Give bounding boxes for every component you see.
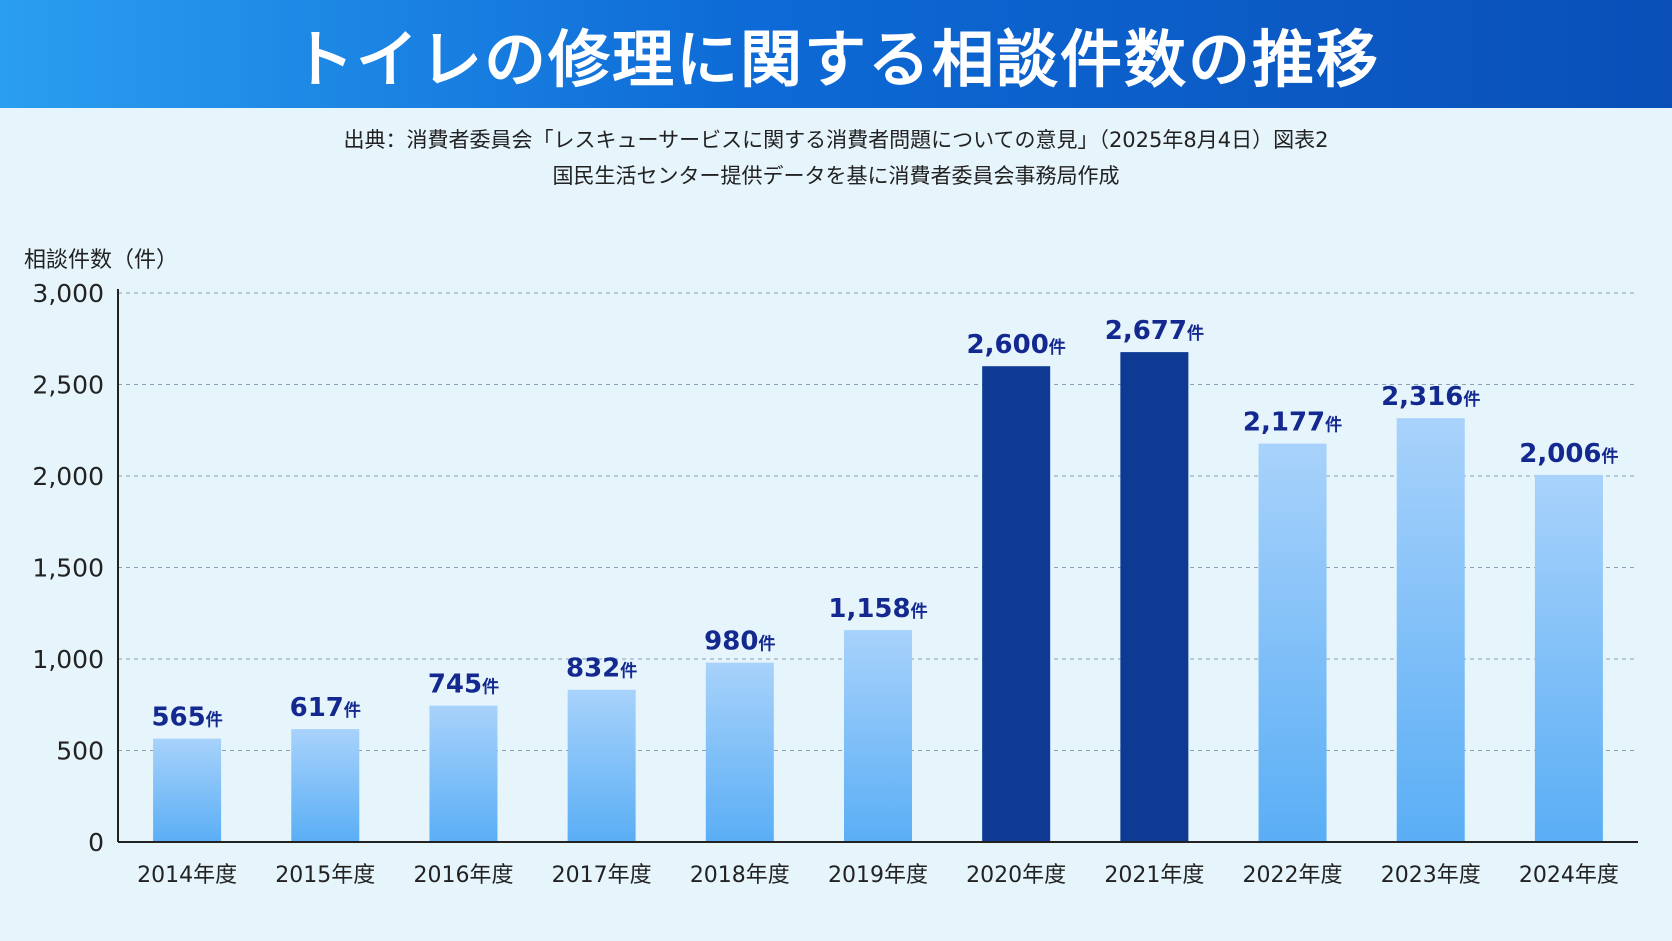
data-label: 2,677件 (1105, 316, 1204, 346)
axes (117, 289, 1638, 843)
bar (291, 729, 360, 842)
data-label: 832件 (566, 654, 637, 684)
bar (1120, 352, 1189, 842)
y-tick-label: 500 (56, 737, 104, 766)
x-tick-label: 2024年度 (1519, 863, 1619, 888)
data-label: 1,158件 (828, 594, 927, 624)
data-label: 2,600件 (967, 330, 1066, 360)
x-tick-label: 2022年度 (1243, 863, 1343, 888)
bar (429, 705, 498, 842)
x-tick-label: 2023年度 (1381, 863, 1481, 888)
source-line-2: 国民生活センター提供データを基に消費者委員会事務局作成 (552, 164, 1120, 188)
data-labels: 565件 617件 745件 832件 980件 1,158件 2,600件 2,677件 2,… (151, 316, 1618, 732)
y-tick-label: 1,500 (32, 554, 104, 583)
y-tick-label: 3,000 (32, 279, 104, 308)
bar (153, 738, 222, 842)
source-line-1: 出典：消費者委員会「レスキューサービスに関する消費者問題についての意見」（202… (343, 128, 1329, 152)
x-tick-label: 2019年度 (828, 863, 928, 888)
y-tick-label: 2,500 (32, 371, 104, 400)
x-tick-label: 2016年度 (413, 863, 513, 888)
bar (1534, 474, 1603, 842)
title-bar: トイレの修理に関する相談件数の推移 (0, 0, 1672, 108)
data-label: 745件 (428, 670, 499, 700)
y-axis-title: 相談件数（件） (24, 248, 179, 273)
y-tick-label: 1,000 (32, 645, 104, 674)
bars (153, 352, 1603, 842)
chart-title: トイレの修理に関する相談件数の推移 (291, 23, 1380, 96)
data-label: 980件 (704, 627, 775, 657)
data-label: 565件 (151, 703, 222, 733)
y-tick-label: 2,000 (32, 462, 104, 491)
data-label: 2,316件 (1381, 382, 1480, 412)
x-tick-label: 2021年度 (1104, 863, 1204, 888)
x-tick-label: 2020年度 (966, 863, 1066, 888)
bar (567, 689, 636, 842)
x-tick-label: 2015年度 (275, 863, 375, 888)
x-tick-label: 2014年度 (137, 863, 237, 888)
y-tick-labels: 0 500 1,000 1,500 2,000 2,500 3,000 (32, 279, 104, 857)
data-label: 2,006件 (1519, 439, 1618, 469)
data-label: 2,177件 (1243, 408, 1342, 438)
data-label: 617件 (290, 693, 361, 723)
bar (1258, 443, 1327, 842)
bar (844, 630, 912, 842)
bar (982, 366, 1051, 842)
bar (1396, 418, 1465, 842)
x-tick-labels: 2014年度 2015年度 2016年度 2017年度 2018年度 2019年度 2020… (137, 863, 1619, 888)
x-tick-label: 2017年度 (552, 863, 652, 888)
x-tick-label: 2018年度 (690, 863, 790, 888)
bar (705, 662, 774, 842)
y-tick-label: 0 (88, 828, 104, 857)
